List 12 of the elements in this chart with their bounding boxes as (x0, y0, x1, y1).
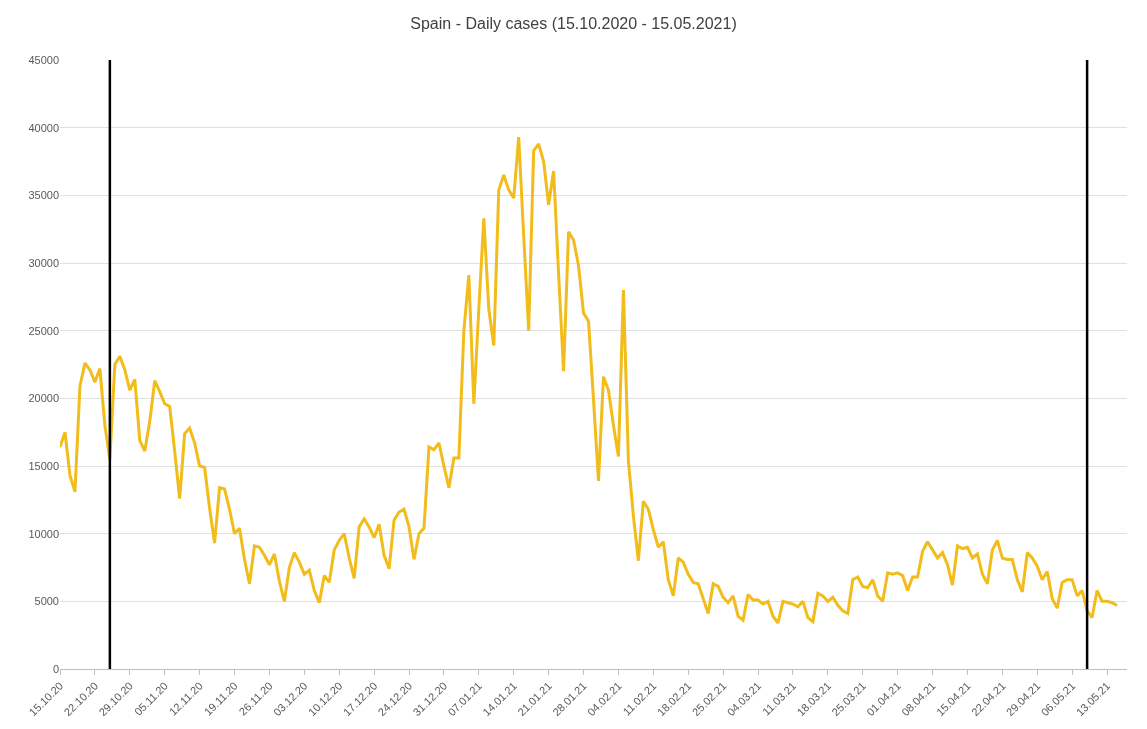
y-tick-label: 10000 (28, 527, 59, 540)
y-tick-label: 15000 (28, 459, 59, 472)
y-tick-label: 35000 (28, 189, 59, 202)
y-tick-label: 20000 (28, 392, 59, 405)
y-tick-label: 25000 (28, 324, 59, 337)
y-tick-label: 30000 (28, 256, 59, 269)
y-tick-label: 40000 (28, 121, 59, 134)
chart-title: Spain - Daily cases (15.10.2020 - 15.05.2021) (410, 15, 737, 33)
y-tick-label: 0 (52, 662, 59, 675)
y-tick-label: 45000 (28, 53, 59, 66)
y-tick-label: 5000 (34, 595, 59, 608)
line-series (60, 135, 1119, 625)
